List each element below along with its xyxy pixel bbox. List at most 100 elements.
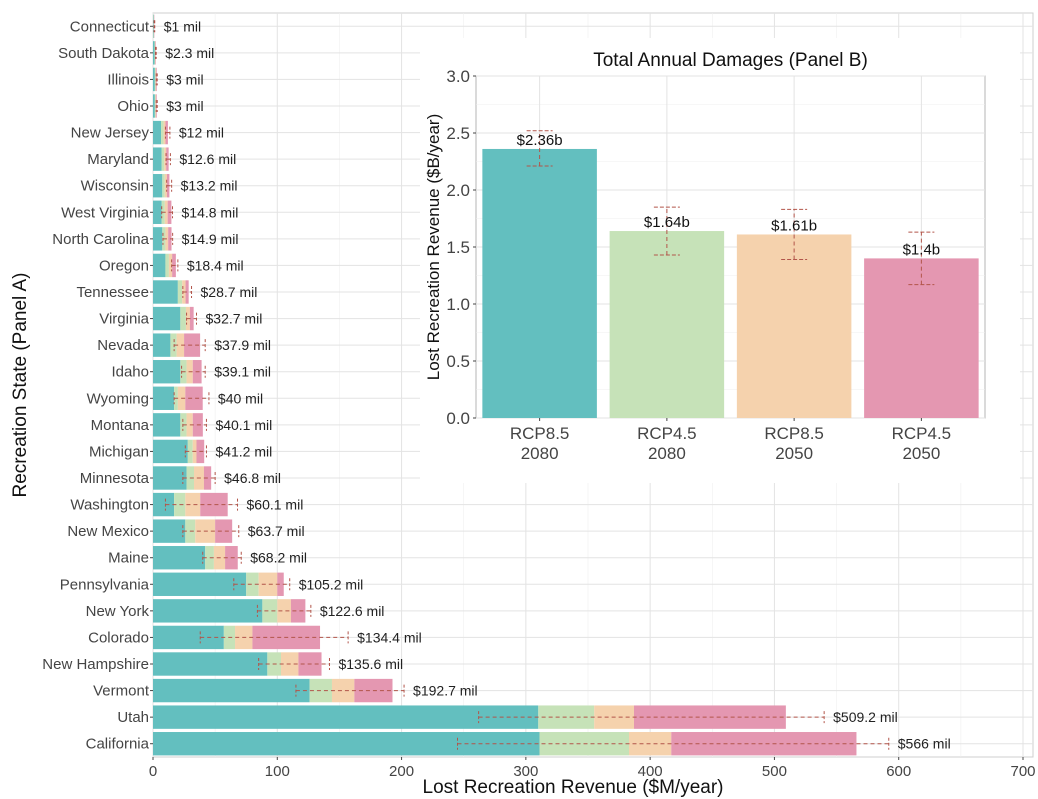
bar-segment bbox=[153, 41, 155, 65]
y-tick-label: 2.5 bbox=[446, 124, 470, 143]
bar-segment bbox=[153, 705, 539, 729]
y-tick-label: Wisconsin bbox=[81, 178, 149, 195]
bar-segment bbox=[177, 280, 183, 304]
x-tick-label: RCP4.5 bbox=[637, 424, 697, 443]
bar-segment bbox=[153, 360, 181, 384]
bar-segment bbox=[153, 413, 181, 437]
bar-segment bbox=[153, 572, 247, 596]
total-label: $12 mil bbox=[179, 125, 224, 141]
total-label: $122.6 mil bbox=[320, 603, 385, 619]
total-label: $46.8 mil bbox=[224, 470, 281, 486]
panel-b-y-axis-title: Lost Recreation Revenue ($B/year) bbox=[424, 114, 443, 380]
total-label: $14.8 mil bbox=[182, 204, 239, 220]
total-label: $2.3 mil bbox=[165, 45, 214, 61]
total-label: $134.4 mil bbox=[357, 629, 422, 645]
bar-segment bbox=[170, 333, 177, 357]
bar-segment bbox=[161, 120, 164, 145]
y-tick-label: Maryland bbox=[87, 151, 149, 168]
bar-segment bbox=[153, 439, 188, 464]
y-tick-label: Utah bbox=[117, 709, 149, 726]
y-tick-label: New York bbox=[86, 603, 150, 620]
x-tick-label: 500 bbox=[762, 763, 787, 780]
bar-segment bbox=[153, 174, 163, 198]
panel-b-bar-chart: 0.00.51.01.52.02.53.0$2.36bRCP8.52080$1.… bbox=[420, 38, 1020, 483]
bar-segment bbox=[185, 386, 203, 410]
y-tick-label: Pennsylvania bbox=[60, 576, 150, 593]
bar-segment bbox=[185, 280, 189, 304]
bar-segment bbox=[671, 732, 857, 756]
bar-segment bbox=[246, 572, 259, 596]
total-label: $63.7 mil bbox=[248, 523, 305, 539]
bar-segment bbox=[153, 306, 181, 331]
bar-segment bbox=[205, 546, 214, 570]
y-tick-label: Ohio bbox=[117, 98, 149, 115]
total-label: $3 mil bbox=[166, 98, 203, 114]
total-label: $1 mil bbox=[164, 18, 201, 34]
value-label: $1.4b bbox=[903, 241, 941, 258]
y-tick-label: Wyoming bbox=[87, 390, 149, 407]
y-tick-label: South Dakota bbox=[58, 45, 150, 62]
bar-segment bbox=[277, 572, 284, 596]
bar-segment bbox=[164, 200, 168, 224]
y-tick-label: Illinois bbox=[107, 71, 149, 88]
bar-segment bbox=[153, 625, 224, 650]
bar-segment bbox=[153, 120, 162, 145]
bar-segment bbox=[153, 546, 206, 570]
value-label: $2.36b bbox=[517, 132, 563, 149]
bar bbox=[482, 148, 597, 418]
y-tick-label: Maine bbox=[108, 550, 149, 567]
y-tick-label: North Carolina bbox=[52, 231, 149, 248]
y-axis-title: Recreation State (Panel A) bbox=[10, 273, 31, 498]
bar-segment bbox=[153, 466, 187, 490]
total-label: $28.7 mil bbox=[201, 284, 258, 300]
x-axis-title: Lost Recreation Revenue ($M/year) bbox=[423, 777, 724, 798]
x-tick-label: RCP8.5 bbox=[764, 424, 824, 443]
bar bbox=[609, 231, 725, 418]
y-tick-label: 2.0 bbox=[446, 181, 470, 200]
bar-segment bbox=[154, 67, 156, 92]
y-tick-label: New Hampshire bbox=[42, 656, 149, 673]
bar-segment bbox=[154, 94, 156, 118]
bar-segment bbox=[164, 147, 167, 171]
bar-segment bbox=[153, 67, 155, 92]
y-tick-label: Minnesota bbox=[80, 470, 150, 487]
total-label: $566 mil bbox=[898, 736, 951, 752]
bar-segment bbox=[153, 492, 175, 517]
y-tick-label: 0.0 bbox=[446, 409, 470, 428]
bar-segment bbox=[262, 599, 278, 623]
total-label: $509.2 mil bbox=[833, 709, 898, 725]
bar-segment bbox=[153, 678, 310, 703]
bar-segment bbox=[200, 492, 228, 517]
bar-segment bbox=[153, 147, 162, 171]
bar-segment bbox=[189, 306, 194, 331]
total-label: $39.1 mil bbox=[214, 364, 271, 380]
y-tick-label: Connecticut bbox=[70, 18, 150, 35]
bar-segment bbox=[153, 732, 540, 756]
bar-segment bbox=[185, 492, 201, 517]
y-tick-label: Washington bbox=[70, 497, 149, 514]
total-label: $3 mil bbox=[166, 71, 203, 87]
total-label: $13.2 mil bbox=[181, 178, 238, 194]
bar-segment bbox=[187, 439, 193, 464]
bar-segment bbox=[168, 227, 172, 251]
bar-segment bbox=[153, 227, 163, 251]
y-tick-label: New Mexico bbox=[67, 523, 149, 540]
y-tick-label: Michigan bbox=[89, 443, 149, 460]
bar bbox=[736, 234, 852, 418]
total-label: $41.2 mil bbox=[215, 443, 272, 459]
total-label: $135.6 mil bbox=[338, 656, 403, 672]
x-tick-label: 600 bbox=[886, 763, 911, 780]
total-label: $68.2 mil bbox=[250, 550, 307, 566]
bar-segment bbox=[164, 174, 167, 198]
bar-segment bbox=[258, 572, 278, 596]
y-tick-label: Idaho bbox=[111, 364, 149, 381]
y-tick-label: Oregon bbox=[99, 257, 149, 274]
bar-segment bbox=[153, 386, 175, 410]
y-tick-label: Nevada bbox=[97, 337, 149, 354]
bar-segment bbox=[153, 599, 263, 623]
total-label: $14.9 mil bbox=[182, 231, 239, 247]
bar-segment bbox=[215, 519, 233, 543]
y-tick-label: Montana bbox=[91, 417, 150, 434]
